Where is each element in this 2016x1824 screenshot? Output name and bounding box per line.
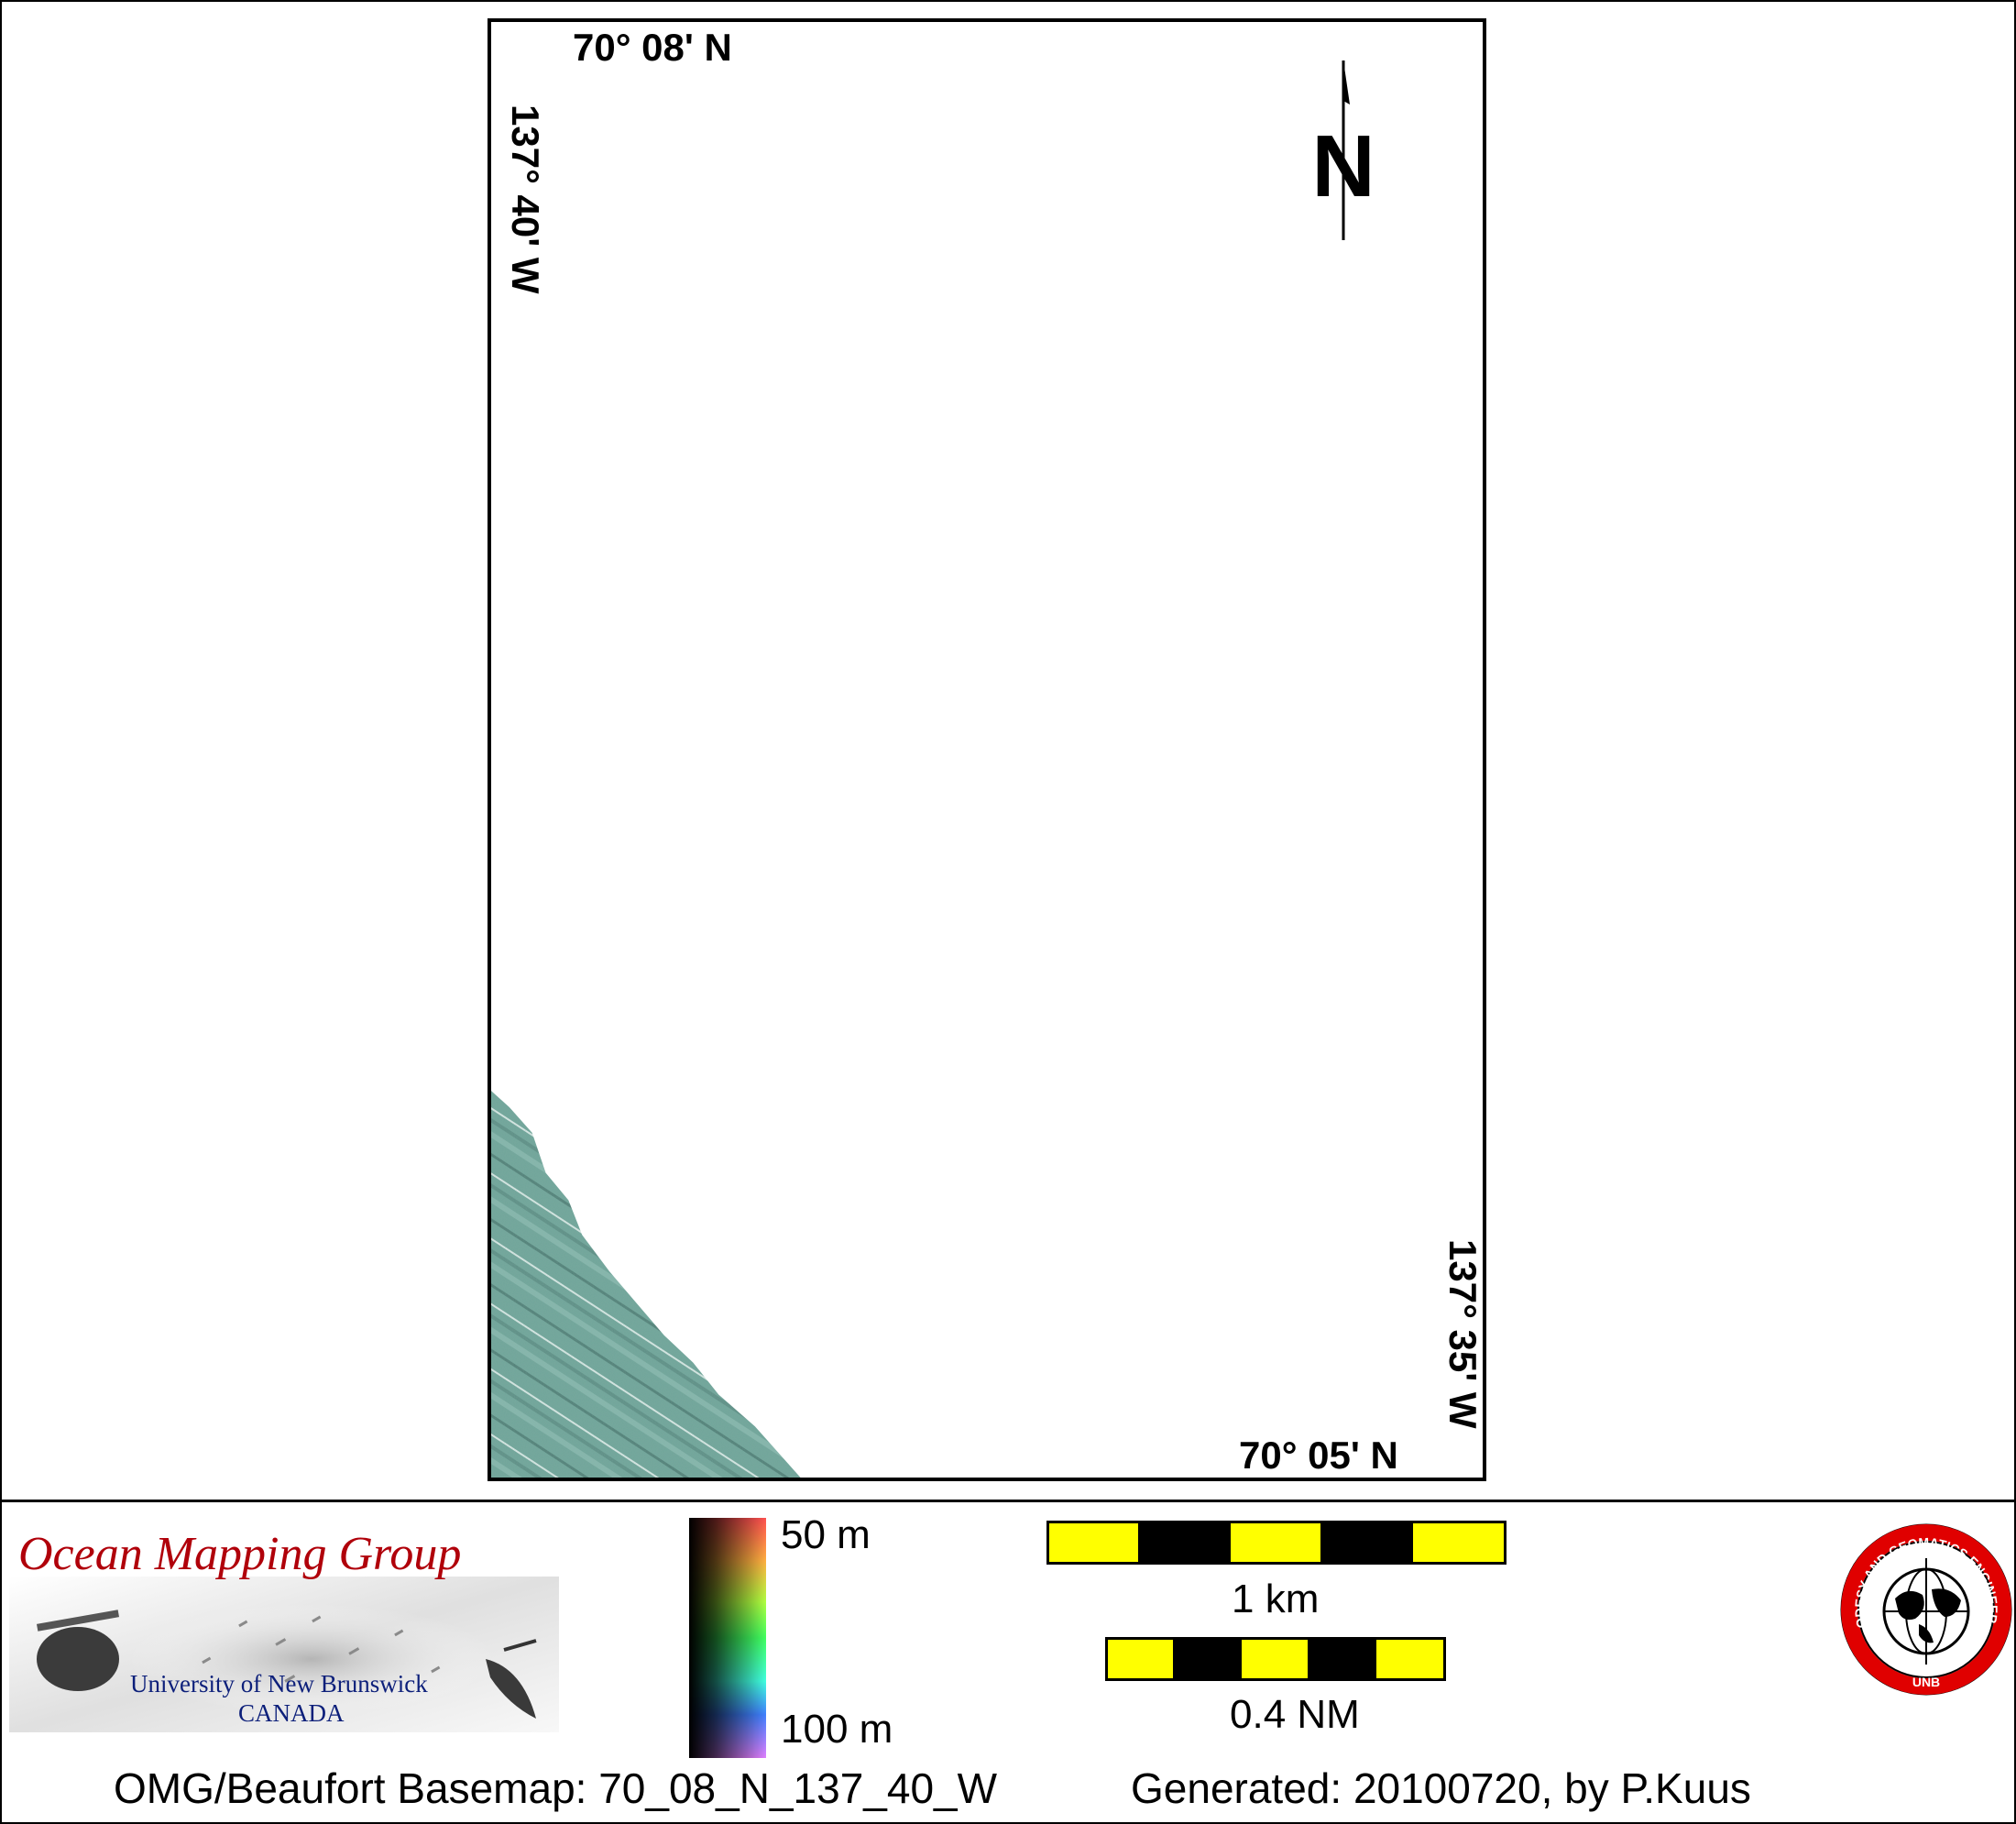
longitude-label-east: 137° 35' W bbox=[1441, 1239, 1485, 1429]
scale-segment bbox=[1412, 1523, 1504, 1562]
footer-divider bbox=[0, 1500, 2016, 1502]
ocean-mapping-group-logo bbox=[9, 1577, 559, 1732]
scale-segment bbox=[1049, 1523, 1141, 1562]
generated-credit: Generated: 20100720, by P.Kuus bbox=[1131, 1764, 1751, 1812]
basemap-caption: OMG/Beaufort Basemap: 70_08_N_137_40_W bbox=[114, 1764, 998, 1812]
scale-bar-nm bbox=[1105, 1637, 1446, 1681]
country-line: CANADA bbox=[238, 1699, 345, 1727]
scale-segment bbox=[1321, 1523, 1413, 1562]
scale-segment bbox=[1242, 1640, 1309, 1678]
map-frame bbox=[488, 18, 1486, 1481]
omg-title: Ocean Mapping Group bbox=[18, 1528, 462, 1580]
colorbar-max-depth-label: 100 m bbox=[781, 1707, 893, 1752]
bathymetry-swath bbox=[491, 1091, 801, 1478]
scale-segment bbox=[1375, 1640, 1443, 1678]
scale-segment bbox=[1231, 1523, 1322, 1562]
colorbar-min-depth-label: 50 m bbox=[781, 1512, 871, 1557]
depth-colorbar bbox=[689, 1518, 766, 1758]
scale-label-nm: 0.4 NM bbox=[1230, 1692, 1360, 1737]
scale-segment bbox=[1140, 1523, 1232, 1562]
scale-segment bbox=[1108, 1640, 1176, 1678]
latitude-label-north: 70° 08' N bbox=[573, 26, 732, 69]
scale-label-km: 1 km bbox=[1232, 1577, 1320, 1621]
longitude-label-west: 137° 40' W bbox=[504, 104, 547, 294]
scale-segment bbox=[1175, 1640, 1243, 1678]
north-arrow-icon: N bbox=[1301, 59, 1393, 242]
scale-segment bbox=[1309, 1640, 1376, 1678]
latitude-label-south: 70° 05' N bbox=[1239, 1434, 1398, 1477]
north-letter: N bbox=[1311, 117, 1375, 215]
seal-bottom-text: UNB bbox=[1912, 1675, 1940, 1689]
scale-bar-km bbox=[1046, 1521, 1507, 1565]
geodesy-geomatics-seal: GEODESY AND GEOMATICS ENGINEERING UNB bbox=[1838, 1522, 2012, 1696]
university-line: University of New Brunswick bbox=[130, 1670, 428, 1698]
